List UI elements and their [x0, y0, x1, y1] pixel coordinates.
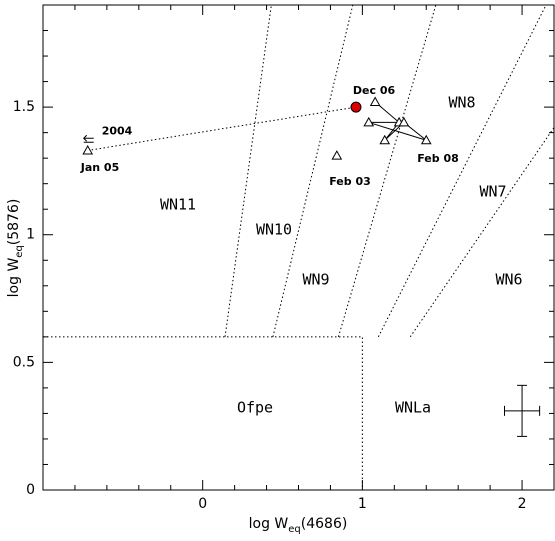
- region-label: WN10: [256, 221, 292, 239]
- region-label: WNLa: [395, 399, 431, 417]
- x-axis-label: log Weq(4686): [249, 516, 348, 535]
- triangle-point: [420, 134, 432, 145]
- y-label-sub: eq: [14, 245, 25, 258]
- plot-frame: [42, 4, 555, 491]
- track-line: [87, 106, 357, 151]
- region-boundary: [43, 336, 363, 490]
- triangle-point: [379, 134, 391, 145]
- region-boundary: [337, 4, 437, 337]
- y-label-tail: (5876): [6, 199, 22, 246]
- annotation: Feb 08: [417, 152, 459, 165]
- region-boundary: [272, 4, 354, 337]
- region-label: WN11: [160, 196, 196, 214]
- y-tick-label: 1: [26, 227, 35, 243]
- upper-limit-label: 2004: [102, 124, 133, 137]
- region-label: WN9: [302, 271, 329, 289]
- region-label: WN8: [448, 94, 475, 112]
- x-tick-label: 1: [358, 496, 367, 512]
- region-boundary: [224, 4, 272, 337]
- upper-limit-arrow: [83, 134, 94, 143]
- triangle-point: [398, 116, 410, 127]
- x-label-main: log W: [249, 516, 289, 532]
- y-tick-label: 1.5: [13, 99, 35, 115]
- x-tick-label: 2: [518, 496, 527, 512]
- y-tick-label: 0.5: [13, 354, 35, 370]
- annotation: Jan 05: [80, 161, 119, 174]
- y-axis-label: log Weq(5876): [6, 199, 25, 298]
- triangle-point: [331, 150, 343, 160]
- annotation: Dec 06: [353, 84, 396, 97]
- x-tick-label: 0: [198, 496, 207, 512]
- x-label-tail: (4686): [301, 516, 348, 532]
- x-label-sub: eq: [288, 524, 301, 535]
- region-label: WN7: [479, 183, 506, 201]
- annotation: Feb 03: [329, 175, 371, 188]
- circle-point: [350, 101, 362, 113]
- triangle-point: [363, 116, 375, 127]
- region-label: WN6: [495, 271, 522, 289]
- triangle-point: [369, 96, 381, 106]
- triangle-point: [82, 144, 94, 155]
- y-tick-label: 0: [26, 482, 35, 498]
- region-label: Ofpe: [237, 399, 273, 417]
- y-label-main: log W: [6, 258, 22, 298]
